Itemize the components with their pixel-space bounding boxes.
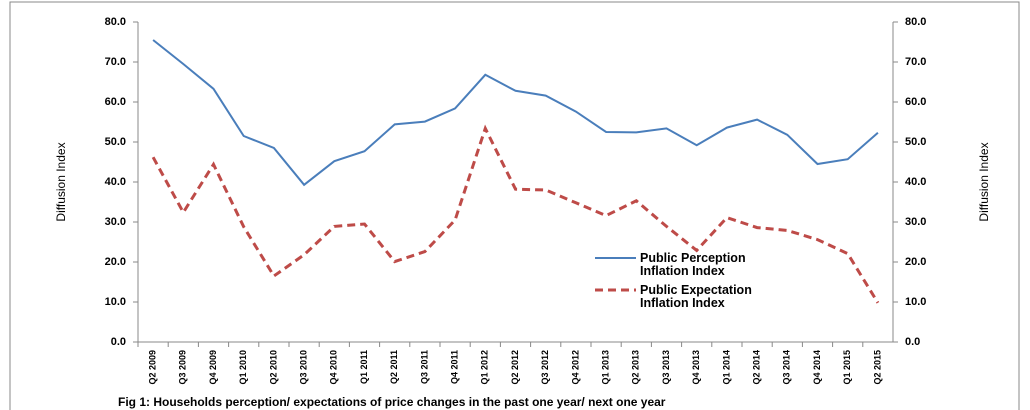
y2-axis-label: Diffusion Index	[977, 142, 991, 221]
legend-label: Public Perception Inflation Index	[640, 251, 746, 278]
y-tick-label: 40.0	[105, 176, 126, 188]
x-tick-label: Q2 2015	[872, 350, 882, 385]
legend-label: Public Expectation Inflation Index	[640, 283, 752, 310]
x-tick-label: Q4 2009	[208, 350, 218, 385]
y2-tick-label: 30.0	[905, 216, 926, 228]
x-tick-label: Q4 2011	[449, 350, 459, 384]
x-tick-label: Q3 2011	[419, 350, 429, 384]
x-tick-label: Q2 2009	[147, 350, 157, 385]
y-tick-label: 20.0	[105, 256, 126, 268]
y2-tick-label: 60.0	[905, 96, 926, 108]
y2-tick-label: 10.0	[905, 296, 926, 308]
x-tick-label: Q1 2011	[359, 350, 369, 384]
x-tick-label: Q1 2015	[842, 350, 852, 385]
x-tick-label: Q2 2010	[268, 350, 278, 385]
y-tick-label: 70.0	[105, 56, 126, 68]
x-tick-label: Q1 2014	[721, 350, 731, 385]
x-tick-label: Q3 2013	[661, 350, 671, 385]
x-tick-label: Q2 2011	[389, 350, 399, 384]
y2-tick-label: 40.0	[905, 176, 926, 188]
x-tick-label: Q3 2010	[298, 350, 308, 385]
x-tick-label: Q1 2013	[600, 350, 610, 385]
x-tick-label: Q3 2014	[782, 350, 792, 385]
x-tick-label: Q1 2010	[238, 350, 248, 385]
x-tick-label: Q2 2012	[510, 350, 520, 385]
y-tick-label: 0.0	[111, 336, 126, 348]
y2-tick-label: 70.0	[905, 56, 926, 68]
x-tick-label: Q3 2009	[178, 350, 188, 385]
series-line	[152, 39, 879, 187]
y2-tick-label: 0.0	[905, 336, 920, 348]
y-tick-label: 60.0	[105, 96, 126, 108]
x-tick-label: Q4 2010	[329, 350, 339, 385]
x-tick-label: Q4 2014	[812, 350, 822, 385]
x-tick-label: Q4 2013	[691, 350, 701, 385]
x-tick-label: Q2 2013	[631, 350, 641, 385]
y-tick-label: 80.0	[105, 16, 126, 28]
x-tick-label: Q3 2012	[540, 350, 550, 385]
chart-border	[9, 1, 1020, 410]
y-tick-label: 50.0	[105, 136, 126, 148]
y2-tick-label: 20.0	[905, 256, 926, 268]
caption: Fig 1: Households perception/ expectatio…	[118, 395, 666, 409]
y-tick-label: 10.0	[105, 296, 126, 308]
y2-tick-label: 80.0	[905, 16, 926, 28]
y2-tick-label: 50.0	[905, 136, 926, 148]
y-axis-label: Diffusion Index	[54, 142, 68, 221]
x-tick-label: Q1 2012	[480, 350, 490, 385]
x-tick-label: Q4 2012	[570, 350, 580, 385]
series-line	[151, 124, 880, 304]
y-tick-label: 30.0	[105, 216, 126, 228]
x-tick-label: Q2 2014	[751, 350, 761, 385]
